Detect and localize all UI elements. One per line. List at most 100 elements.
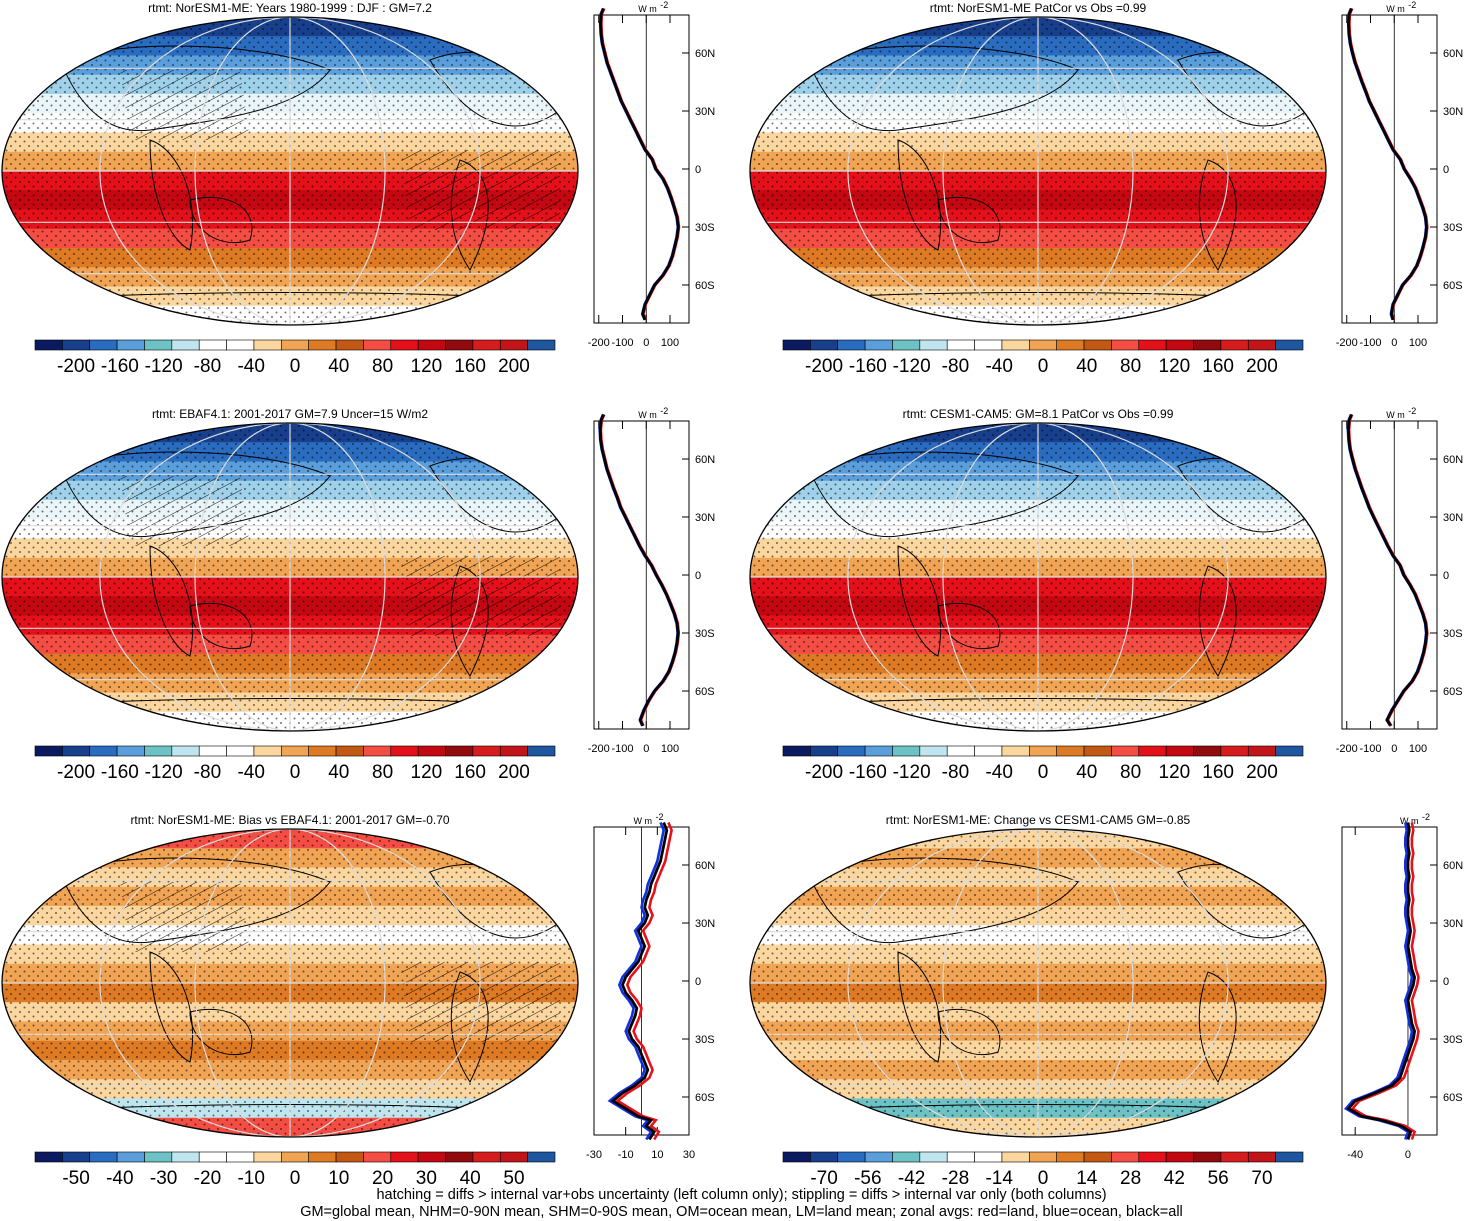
colorbar-label: 50 <box>503 1168 524 1189</box>
colorbar-box <box>390 1151 419 1163</box>
colorbar-box <box>417 1151 446 1163</box>
colorbar-box <box>837 1151 866 1163</box>
map-field <box>2 423 578 731</box>
graticule-meridian <box>99 17 481 325</box>
profile-unit: W m <box>634 816 653 826</box>
lat-label: 60S <box>1443 1092 1463 1104</box>
hatching <box>120 476 250 546</box>
colorbar-label: 0 <box>1038 356 1049 377</box>
lat-label: 60N <box>1443 860 1463 872</box>
panel-title: rtmt: NorESM1-ME: Years 1980-1999 : DJF … <box>148 1 432 15</box>
colorbar-label: 160 <box>1202 356 1234 377</box>
map-field <box>2 829 578 1137</box>
colorbar-box <box>198 1151 227 1163</box>
colorbar-box <box>335 1151 364 1163</box>
colorbar-box <box>171 1151 200 1163</box>
colorbar-box <box>390 745 419 757</box>
colorbar-label: 20 <box>372 1168 393 1189</box>
panel-6: rtmt: NorESM1-ME: Change vs CESM1-CAM5 G… <box>749 812 1463 1189</box>
colorbar-box <box>1247 1151 1276 1163</box>
colorbar-label: -120 <box>145 356 183 377</box>
colorbar-box <box>1111 339 1140 351</box>
colorbar-label: -42 <box>898 1168 925 1189</box>
all-profile <box>610 821 669 1141</box>
colorbar-box <box>62 1151 91 1163</box>
lat-label: 0 <box>1443 570 1449 582</box>
x-tick-label: -100 <box>611 337 633 349</box>
x-tick-label: 0 <box>643 743 649 755</box>
hatching <box>400 150 560 230</box>
x-tick-label: -200 <box>588 743 610 755</box>
graticule-meridian <box>99 423 481 731</box>
colorbar-box <box>1029 339 1057 351</box>
colorbar-box <box>445 745 474 757</box>
panel-title: rtmt: NorESM1-ME: Bias vs EBAF4.1: 2001-… <box>130 813 449 827</box>
colorbar-box <box>363 745 392 757</box>
colorbar-box <box>974 339 1003 351</box>
colorbar-box <box>226 1151 255 1163</box>
colorbar-label: -80 <box>194 356 221 377</box>
colorbar-label: -200 <box>57 762 95 783</box>
colorbar-box <box>1193 745 1222 757</box>
land-profile <box>1348 8 1429 321</box>
colorbar-box <box>892 339 921 351</box>
colorbar-label: 0 <box>1038 1168 1049 1189</box>
colorbar-box <box>417 745 446 757</box>
colorbar-box <box>1029 1151 1057 1163</box>
colorbar-box <box>62 745 91 757</box>
footer-line-2: GM=global mean, NHM=0-90N mean, SHM=0-90… <box>300 1204 1183 1220</box>
graticule-meridian <box>942 17 1134 325</box>
x-tick-label: -40 <box>1347 1149 1363 1161</box>
colorbar-box <box>1083 745 1112 757</box>
colorbar-label: -40 <box>237 356 264 377</box>
colorbar-box <box>89 339 118 351</box>
colorbar-label: -70 <box>810 1168 837 1189</box>
profile-unit: W m <box>1386 410 1405 420</box>
colorbar-box <box>417 339 446 351</box>
colorbar-label: 160 <box>454 356 486 377</box>
lat-label: 30N <box>695 106 715 118</box>
colorbar-box <box>198 745 227 757</box>
lat-label: 60N <box>1443 454 1463 466</box>
lat-label: 30N <box>1443 918 1463 930</box>
profile-unit: W m <box>638 410 657 420</box>
colorbar-box <box>946 745 975 757</box>
colorbar-label: -10 <box>237 1168 264 1189</box>
all-profile <box>598 413 680 727</box>
colorbar-label: -50 <box>62 1168 89 1189</box>
all-profile <box>599 7 680 321</box>
colorbar-box <box>1220 339 1249 351</box>
map-outline <box>749 828 1327 1138</box>
colorbar-box <box>253 1151 282 1163</box>
colorbar-label: -160 <box>849 356 887 377</box>
graticule-meridian <box>194 829 386 1137</box>
profile-unit-sup: -2 <box>660 406 668 416</box>
x-tick-label: 0 <box>1405 1149 1411 1161</box>
colorbar-box <box>1193 1151 1222 1163</box>
hatching <box>120 70 250 140</box>
colorbar-box <box>810 339 839 351</box>
colorbar-box <box>89 745 118 757</box>
colorbar-label: -160 <box>849 762 887 783</box>
colorbar-box <box>837 339 866 351</box>
x-tick-label: 0 <box>643 337 649 349</box>
colorbar-box <box>1056 745 1085 757</box>
lat-label: 60S <box>1443 686 1463 698</box>
panel-2: rtmt: NorESM1-ME PatCor vs Obs =0.99-200… <box>749 0 1463 377</box>
lat-label: 30S <box>695 1034 715 1046</box>
lat-label: 30N <box>695 918 715 930</box>
colorbar-box <box>472 339 501 351</box>
colorbar-label: 40 <box>1076 356 1097 377</box>
map-outline <box>749 16 1327 326</box>
colorbar-label: 80 <box>1120 762 1141 783</box>
x-tick-label: 100 <box>1409 337 1427 349</box>
colorbar-label: -120 <box>145 762 183 783</box>
lat-label: 60N <box>1443 48 1463 60</box>
colorbar-label: 70 <box>1251 1168 1272 1189</box>
lat-label: 0 <box>695 570 701 582</box>
colorbar-label: 42 <box>1164 1168 1185 1189</box>
colorbar-label: 0 <box>290 356 301 377</box>
colorbar-label: -200 <box>805 356 843 377</box>
graticule-meridian <box>99 829 481 1137</box>
colorbar-box <box>864 745 893 757</box>
